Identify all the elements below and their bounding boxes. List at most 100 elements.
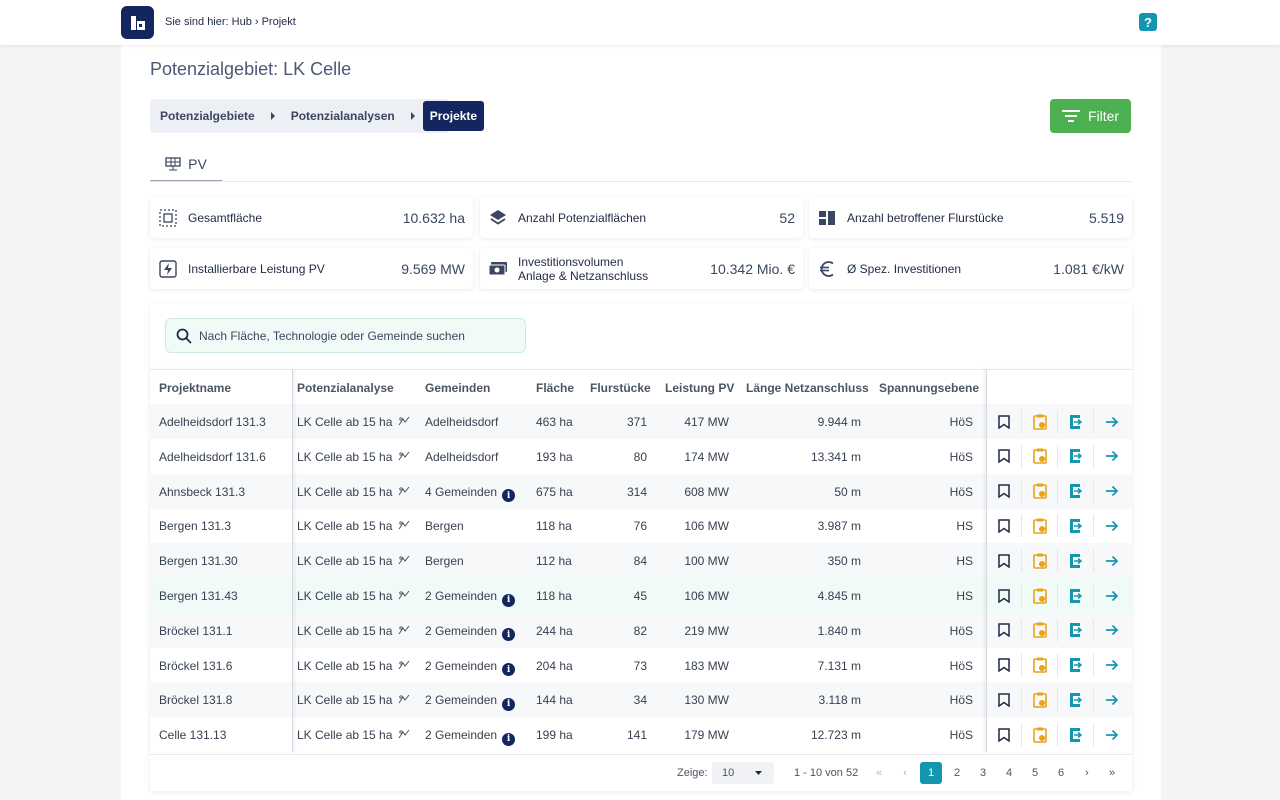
breadcrumb-potenzialanalysen[interactable]: Potenzialanalysen bbox=[290, 109, 395, 123]
breadcrumb-projekte[interactable]: Projekte bbox=[422, 101, 485, 131]
info-icon[interactable]: i bbox=[502, 628, 516, 642]
export-map-icon[interactable] bbox=[1058, 688, 1094, 712]
table-row[interactable]: Adelheidsdorf 131.3 LK Celle ab 15 ha Adel… bbox=[150, 404, 1132, 439]
bookmark-icon[interactable] bbox=[986, 410, 1022, 433]
export-map-icon[interactable] bbox=[1058, 444, 1094, 468]
arrow-right-icon[interactable] bbox=[1094, 723, 1130, 746]
cell-potenzialanalyse: LK Celle ab 15 ha bbox=[297, 589, 410, 603]
cell-leistung-pv: 100 MW bbox=[665, 554, 729, 568]
page-button[interactable]: 2 bbox=[953, 767, 961, 779]
table-row[interactable]: Bergen 131.30 LK Celle ab 15 ha Bergen 112 … bbox=[150, 543, 1132, 579]
cell-spannungsebene-text: HöS bbox=[949, 658, 973, 673]
info-icon[interactable]: i bbox=[502, 697, 516, 711]
next-page-icon[interactable]: › bbox=[1085, 767, 1089, 779]
col-spannungsebene[interactable]: Spannungsebene bbox=[879, 381, 980, 395]
export-map-icon[interactable] bbox=[1058, 584, 1094, 607]
info-icon[interactable]: i bbox=[502, 593, 516, 607]
info-icon[interactable]: i bbox=[502, 489, 516, 503]
col-potenzialanalyse[interactable]: Potenzialanalyse bbox=[297, 381, 394, 395]
page-button[interactable]: 4 bbox=[1005, 767, 1013, 779]
table-row[interactable]: Bröckel 131.8 LK Celle ab 15 ha 2 Gemeinde… bbox=[150, 682, 1132, 718]
table-row[interactable]: Bergen 131.43 LK Celle ab 15 ha 2 Gemeinde… bbox=[150, 578, 1132, 613]
search-input[interactable]: Nach Fläche, Technologie oder Gemeinde s… bbox=[165, 318, 526, 353]
clipboard-icon[interactable] bbox=[1022, 584, 1058, 607]
clipboard-icon[interactable] bbox=[1022, 653, 1058, 677]
cell-gemeinden-text: 2 Gemeinden bbox=[425, 693, 498, 708]
col-flurstuecke[interactable]: Flurstücke bbox=[590, 381, 651, 395]
bookmark-icon[interactable] bbox=[986, 688, 1022, 712]
tab-pv[interactable]: PV bbox=[150, 148, 222, 182]
bookmark-icon[interactable] bbox=[986, 479, 1022, 503]
first-page-icon[interactable]: « bbox=[875, 767, 883, 779]
arrow-right-icon[interactable] bbox=[1094, 445, 1130, 468]
col-flaeche[interactable]: Fläche bbox=[536, 381, 575, 395]
clipboard-icon[interactable] bbox=[1022, 514, 1058, 538]
cell-projektname: Bröckel 131.6 bbox=[159, 659, 232, 673]
col-projektname[interactable]: Projektname bbox=[159, 381, 232, 395]
page-button[interactable]: 3 bbox=[979, 767, 987, 779]
cell-flurstuecke: 371 bbox=[590, 415, 647, 429]
cell-projektname-text: Bergen 131.30 bbox=[159, 554, 238, 569]
page-size-select[interactable]: 10 bbox=[712, 762, 774, 784]
bookmark-icon[interactable] bbox=[986, 723, 1022, 747]
col-laenge-netzanschluss[interactable]: Länge Netzanschluss bbox=[746, 381, 869, 395]
table-row[interactable]: Celle 131.13 LK Celle ab 15 ha 2 Gemeinden… bbox=[150, 717, 1132, 752]
page-button[interactable]: 1 bbox=[920, 762, 942, 784]
stat-label: Investitionsvolumen Anlage & Netzanschlu… bbox=[518, 254, 649, 283]
arrow-right-icon[interactable] bbox=[1094, 584, 1130, 607]
bookmark-icon[interactable] bbox=[986, 444, 1022, 468]
clipboard-icon[interactable] bbox=[1022, 410, 1058, 433]
arrow-right-icon[interactable] bbox=[1094, 619, 1130, 642]
page-button[interactable]: 5 bbox=[1031, 767, 1039, 779]
export-map-icon[interactable] bbox=[1058, 479, 1094, 503]
export-map-icon[interactable] bbox=[1058, 618, 1094, 642]
export-map-icon[interactable] bbox=[1058, 653, 1094, 677]
stat-value: 5.519 bbox=[1088, 209, 1124, 226]
export-map-icon[interactable] bbox=[1058, 549, 1094, 573]
table-row[interactable]: Adelheidsdorf 131.6 LK Celle ab 15 ha Adel… bbox=[150, 439, 1132, 474]
solar-panel-icon bbox=[165, 157, 181, 171]
filter-button[interactable]: Filter bbox=[1050, 99, 1131, 133]
cell-flaeche-text: 118 ha bbox=[536, 519, 572, 534]
col-leistung-pv[interactable]: Leistung PV bbox=[665, 381, 735, 395]
clipboard-icon[interactable] bbox=[1022, 688, 1058, 712]
clipboard-icon[interactable] bbox=[1022, 618, 1058, 642]
table-row[interactable]: Bröckel 131.6 LK Celle ab 15 ha 2 Gemeinde… bbox=[150, 648, 1132, 683]
table-row[interactable]: Ahnsbeck 131.3 LK Celle ab 15 ha 4 Gemeind… bbox=[150, 473, 1132, 509]
prev-page-icon[interactable]: ‹ bbox=[903, 767, 907, 779]
clipboard-icon[interactable] bbox=[1022, 444, 1058, 468]
table-row[interactable]: Bröckel 131.1 LK Celle ab 15 ha 2 Gemeinde… bbox=[150, 612, 1132, 648]
cell-spannungsebene-text: HöS bbox=[949, 728, 973, 743]
export-map-icon[interactable] bbox=[1058, 410, 1094, 433]
arrow-right-icon[interactable] bbox=[1094, 549, 1130, 572]
arrow-right-icon[interactable] bbox=[1094, 654, 1130, 677]
sun-chart-icon bbox=[398, 554, 410, 568]
bookmark-icon[interactable] bbox=[986, 514, 1022, 538]
cell-potenzialanalyse: LK Celle ab 15 ha bbox=[297, 519, 410, 533]
help-icon[interactable]: ? bbox=[1139, 13, 1157, 31]
arrow-right-icon[interactable] bbox=[1094, 514, 1130, 537]
table-row[interactable]: Bergen 131.3 LK Celle ab 15 ha Bergen 118 h… bbox=[150, 508, 1132, 543]
page-button[interactable]: 6 bbox=[1057, 767, 1065, 779]
clipboard-icon[interactable] bbox=[1022, 479, 1058, 503]
arrow-right-icon[interactable] bbox=[1094, 688, 1130, 711]
area-select-icon bbox=[158, 208, 178, 228]
clipboard-icon[interactable] bbox=[1022, 723, 1058, 747]
bookmark-icon[interactable] bbox=[986, 584, 1022, 607]
export-map-icon[interactable] bbox=[1058, 723, 1094, 747]
arrow-right-icon[interactable] bbox=[1094, 410, 1130, 433]
breadcrumb-potenzialgebiete[interactable]: Potenzialgebiete bbox=[160, 109, 255, 123]
export-map-icon[interactable] bbox=[1058, 514, 1094, 538]
clipboard-icon[interactable] bbox=[1022, 549, 1058, 573]
bookmark-icon[interactable] bbox=[986, 653, 1022, 677]
info-icon[interactable]: i bbox=[502, 732, 516, 746]
last-page-icon[interactable]: » bbox=[1108, 767, 1116, 779]
bookmark-icon[interactable] bbox=[986, 618, 1022, 642]
bookmark-icon[interactable] bbox=[986, 549, 1022, 573]
cell-gemeinden: 2 Gemeinden i bbox=[425, 624, 516, 642]
app-logo[interactable] bbox=[121, 6, 154, 39]
info-icon[interactable]: i bbox=[502, 663, 516, 677]
cell-projektname: Celle 131.13 bbox=[159, 728, 226, 742]
arrow-right-icon[interactable] bbox=[1094, 480, 1130, 503]
col-gemeinden[interactable]: Gemeinden bbox=[425, 381, 491, 395]
